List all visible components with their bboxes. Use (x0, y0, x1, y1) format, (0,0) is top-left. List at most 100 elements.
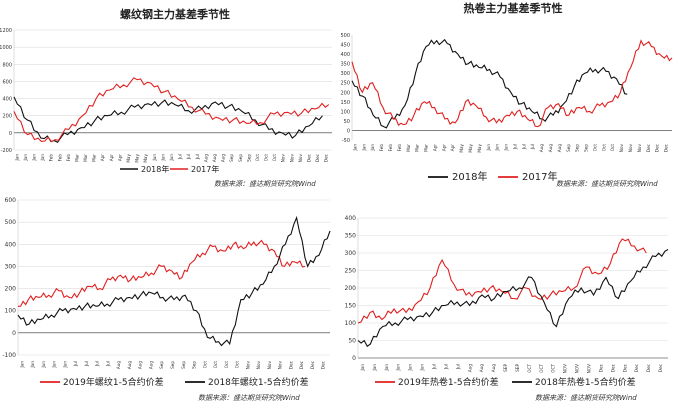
chart2-legend-2018: 2018年 (452, 170, 487, 183)
series-line-b (357, 249, 669, 348)
x-tick-label: Sep (246, 154, 251, 162)
chart3-legend-2019: 2019年螺纹1-5合约价差 (63, 376, 164, 388)
x-tick-label: Oct (592, 144, 597, 152)
y-tick-label: 150 (340, 100, 350, 106)
x-tick-label: Jul (95, 361, 100, 367)
x-tick-label: Sep (170, 361, 175, 369)
x-tick-label: Dec (646, 143, 651, 152)
y-tick-label: -50 (342, 138, 350, 144)
series-line-b (17, 215, 331, 347)
x-tick-label: Nov (256, 360, 261, 369)
y-tick-label: 400 (345, 215, 357, 222)
x-tick-label: OCT (527, 364, 532, 373)
x-tick-label: Aug (203, 154, 208, 163)
x-tick-label: Dec (655, 143, 660, 152)
x-tick-label: May (143, 153, 148, 162)
y-tick-label: -100 (2, 352, 16, 359)
y-tick-label: 0 (352, 355, 356, 362)
x-tick-label: Dec (315, 153, 320, 162)
x-tick-label: Jul (455, 364, 460, 370)
y-tick-label: 0 (12, 330, 16, 337)
chart3-legend-2018: 2018年螺纹1-5合约价差 (208, 376, 309, 388)
y-tick-label: 250 (345, 268, 357, 275)
chart3-legend: 2019年螺纹1-5合约价差 2018年螺纹1-5合约价差 (40, 376, 309, 388)
x-tick-label: Feb (397, 144, 402, 152)
x-tick-label: Dec (307, 153, 312, 162)
x-tick-label: Jul (105, 361, 110, 367)
x-tick-label: Aug (148, 361, 153, 370)
x-tick-label: NOV (587, 364, 592, 373)
x-tick-label: Jan (370, 144, 375, 152)
x-tick-label: Jan (372, 364, 377, 372)
x-tick-label: Mar (92, 154, 97, 162)
x-tick-label: May (468, 143, 473, 152)
x-tick-label: Apr (100, 154, 105, 162)
y-tick-label: 600 (2, 79, 12, 85)
y-tick-label: 0 (9, 131, 12, 137)
x-tick-label: Dec (299, 360, 304, 369)
x-tick-label: May (135, 153, 140, 162)
x-tick-label: Jul (186, 154, 191, 160)
x-tick-label: Nov (289, 153, 294, 162)
x-tick-label: Sep (159, 361, 164, 369)
x-tick-label: SEP (515, 364, 520, 372)
series-line-a (17, 239, 306, 307)
x-tick-label: Dec (646, 363, 651, 372)
x-tick-label: Aug (548, 144, 553, 153)
x-tick-label: Apr (450, 144, 455, 152)
series-line-a (357, 238, 647, 324)
x-tick-label: Jan (14, 154, 19, 162)
x-tick-label: Feb (57, 154, 62, 162)
x-tick-label: Aug (116, 361, 121, 370)
x-tick-label: Oct (213, 361, 218, 369)
y-tick-label: 200 (345, 285, 357, 292)
x-tick-label: Jan (352, 144, 357, 152)
x-tick-label: Oct (255, 154, 260, 162)
y-tick-label: 350 (340, 62, 350, 68)
x-tick-label: Feb (66, 154, 71, 162)
x-tick-label: Jun (396, 364, 401, 372)
x-tick-label: Jun (420, 364, 425, 372)
x-tick-label: Sep (584, 144, 589, 152)
y-tick-label: 300 (340, 71, 350, 77)
y-tick-label: 100 (340, 109, 350, 115)
x-tick-label: Aug (127, 361, 132, 370)
x-tick-label: Jun (504, 144, 509, 152)
x-tick-label: Mar (424, 144, 429, 152)
y-tick-label: 400 (5, 241, 17, 248)
chart1-source: 数据来源：盛达期货研究院Wind (214, 180, 316, 188)
x-tick-label: Jan (361, 144, 366, 152)
x-tick-label: Apr (432, 144, 437, 152)
x-tick-label: NOV (563, 364, 568, 373)
x-tick-label: Nov (281, 153, 286, 162)
series-line-b (351, 39, 673, 128)
x-tick-label: Sep (229, 154, 234, 162)
chart1-legend: 2018年 2017年 (120, 164, 219, 174)
chart1-title: 螺纹钢主力基差季节性 (120, 7, 230, 21)
x-tick-label: Aug (138, 361, 143, 370)
y-tick-label: 200 (340, 90, 350, 96)
x-tick-label: Sep (575, 144, 580, 152)
x-tick-label: Jun (62, 361, 67, 369)
chart4-legend-2019: 2019年热卷1-5合约价差 (398, 376, 499, 388)
x-tick-label: Oct (601, 144, 606, 152)
y-tick-label: 100 (345, 320, 357, 327)
chart4-legend: 2019年热卷1-5合约价差 2018年热卷1-5合约价差 (375, 376, 636, 388)
x-tick-label: Dec (598, 363, 603, 372)
x-tick-label: Aug (479, 364, 484, 373)
x-tick-label: Dec (658, 363, 663, 372)
x-tick-label: Oct (224, 361, 229, 369)
chart1-legend-2018: 2018年 (141, 164, 169, 174)
chart2-legend: 2018年 2017年 (428, 170, 557, 183)
y-tick-label: 350 (345, 233, 357, 240)
x-tick-label: Aug (557, 144, 562, 153)
x-tick-label: Jan (23, 154, 28, 162)
x-tick-label: Dec (288, 360, 293, 369)
x-tick-label: Sep (566, 144, 571, 152)
x-tick-label: Jul (443, 364, 448, 370)
x-tick-label: Dec (310, 360, 315, 369)
x-tick-label: Dec (324, 153, 329, 162)
x-tick-label: Jul (432, 364, 437, 370)
series-line-b (13, 77, 330, 143)
